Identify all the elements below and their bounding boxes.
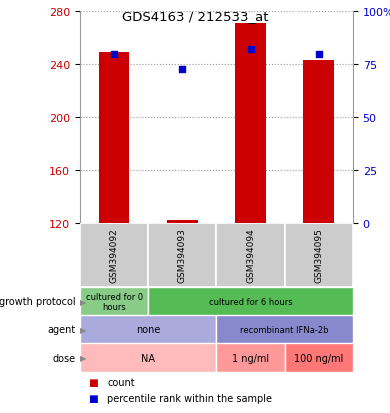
Text: percentile rank within the sample: percentile rank within the sample [107, 393, 272, 403]
Point [247, 47, 254, 54]
Bar [148, 223, 216, 287]
Text: GSM394095: GSM394095 [314, 228, 323, 283]
Bar [303, 61, 334, 223]
Text: 100 ng/ml: 100 ng/ml [294, 353, 344, 363]
Bar [80, 316, 216, 344]
Text: agent: agent [48, 325, 76, 335]
Text: dose: dose [53, 353, 76, 363]
Bar [99, 53, 129, 223]
Text: growth protocol: growth protocol [0, 297, 76, 306]
Text: cultured for 0
hours: cultured for 0 hours [85, 292, 143, 311]
Text: count: count [107, 377, 135, 387]
Text: ■: ■ [88, 393, 98, 403]
Bar [285, 344, 353, 372]
Text: GDS4163 / 212533_at: GDS4163 / 212533_at [122, 10, 268, 23]
Text: 1 ng/ml: 1 ng/ml [232, 353, 269, 363]
Bar [80, 287, 148, 316]
Point [111, 51, 117, 58]
Point [316, 51, 322, 58]
Text: GSM394092: GSM394092 [110, 228, 119, 283]
Text: cultured for 6 hours: cultured for 6 hours [209, 297, 292, 306]
Bar [80, 344, 216, 372]
Text: ▶: ▶ [80, 297, 86, 306]
Text: NA: NA [141, 353, 155, 363]
Bar [285, 223, 353, 287]
Text: ■: ■ [88, 377, 98, 387]
Bar [216, 316, 353, 344]
Bar [235, 24, 266, 223]
Point [179, 66, 186, 73]
Bar [148, 287, 353, 316]
Text: none: none [136, 325, 160, 335]
Bar [167, 221, 198, 223]
Text: ▶: ▶ [80, 353, 86, 362]
Text: GSM394094: GSM394094 [246, 228, 255, 283]
Bar [80, 223, 148, 287]
Bar [216, 344, 285, 372]
Text: ▶: ▶ [80, 325, 86, 334]
Bar [216, 223, 285, 287]
Text: GSM394093: GSM394093 [178, 228, 187, 283]
Text: recombinant IFNa-2b: recombinant IFNa-2b [241, 325, 329, 334]
